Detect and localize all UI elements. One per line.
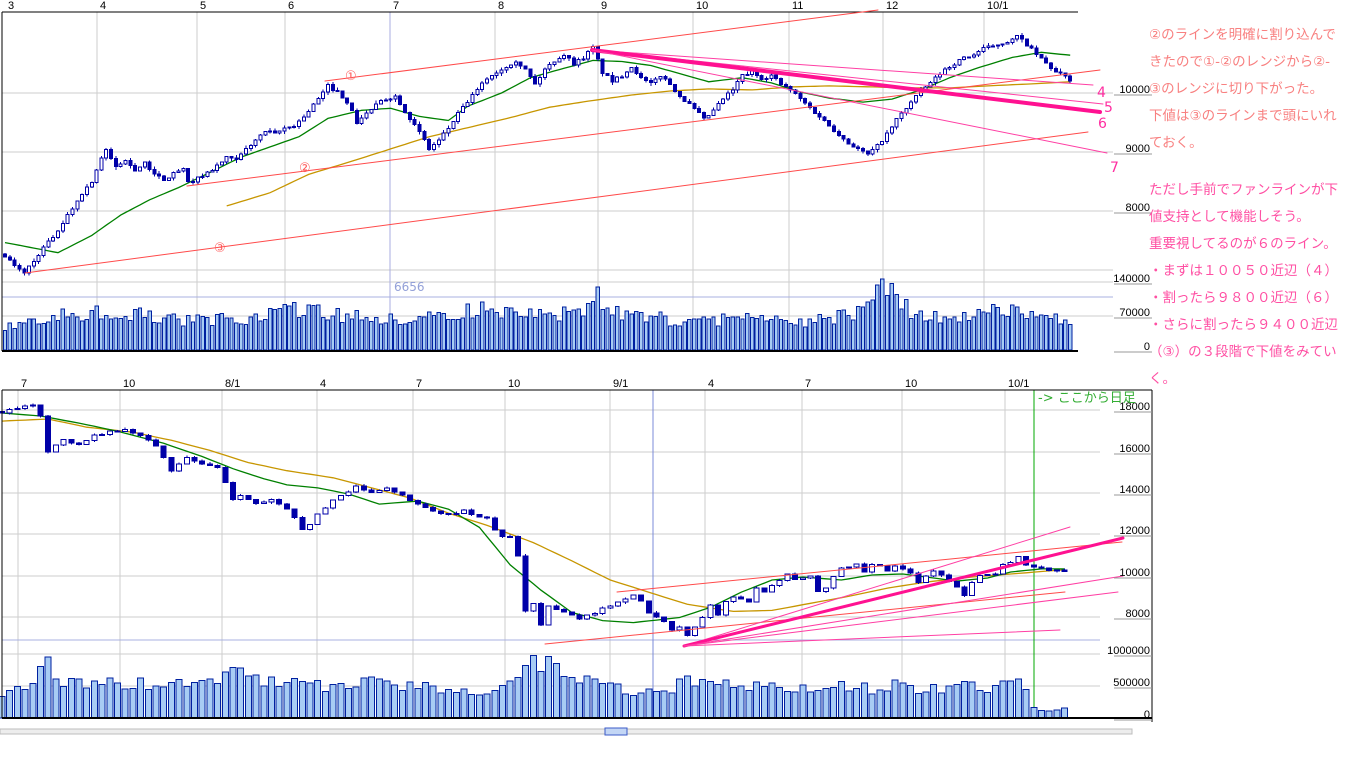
weekly-chart-candles xyxy=(0,403,1068,637)
weekly-chart-axis-label: 12000 xyxy=(1119,525,1150,537)
weekly-chart: 7 10 8/1 4 7 10 9/1 4 7 10 10/1 18000 16000 14000 1200… xyxy=(0,378,1153,722)
note-line: く。 xyxy=(1149,371,1176,387)
note-line: ておく。 xyxy=(1149,135,1203,151)
note-line: 重要視してるのが６のライン。 xyxy=(1149,236,1337,252)
weekly-chart-grid xyxy=(2,390,1100,718)
daily-chart-grid xyxy=(2,12,1113,350)
weekly-chart-axis-label: 14000 xyxy=(1119,484,1150,496)
daily-chart-trend-lines xyxy=(24,9,1108,274)
weekly-chart-month-label: 10 xyxy=(508,378,520,390)
daily-chart-month-label: 10/1 xyxy=(987,0,1008,12)
weekly-chart-axis-label: 16000 xyxy=(1119,443,1150,455)
analysis-notes: ②のラインを明確に割り込んで きたので①-②のレンジから②- ③のレンジに切り下… xyxy=(1149,22,1363,393)
daily-chart-label: ③ xyxy=(214,241,226,256)
daily-chart-axis-label: 0 xyxy=(1144,341,1150,353)
daily-chart-axis-label: 10000 xyxy=(1119,84,1150,96)
daily-chart-label: 7 xyxy=(1110,160,1119,176)
weekly-chart-volume-bars xyxy=(0,654,1069,719)
daily-chart-axis-label: 140000 xyxy=(1113,273,1150,285)
weekly-chart-axis-label: 18000 xyxy=(1119,401,1150,413)
daily-chart-label: ① xyxy=(345,69,357,84)
weekly-chart-label: -> ここから日足 xyxy=(1038,391,1136,406)
note-line: 値支持として機能しそう。 xyxy=(1149,209,1310,225)
weekly-chart-month-label: 10 xyxy=(123,378,135,390)
h-scrollbar-thumb[interactable] xyxy=(604,727,628,736)
daily-chart-month-label: 8 xyxy=(498,0,504,12)
daily-chart-label: ② xyxy=(299,161,311,176)
daily-chart: 3 4 5 6 7 8 9 10 11 12 10/110000900080001400007000… xyxy=(1,0,1152,353)
daily-chart-volume-bars xyxy=(2,278,1073,351)
h-scrollbar xyxy=(0,727,1133,736)
daily-chart-candles xyxy=(3,33,1073,276)
weekly-chart-month-label: 10/1 xyxy=(1008,378,1029,390)
note-line: ・さらに割ったら９４００近辺 xyxy=(1149,317,1338,333)
weekly-chart-axis-label: 500000 xyxy=(1113,677,1150,689)
weekly-chart-month-label: 4 xyxy=(320,378,326,390)
weekly-chart-axis-label: 8000 xyxy=(1126,608,1150,620)
daily-chart-month-label: 9 xyxy=(601,0,607,12)
note-line: ただし手前でファンラインが下 xyxy=(1149,182,1338,198)
daily-chart-label: 5 xyxy=(1104,100,1113,116)
daily-chart-month-label: 12 xyxy=(886,0,898,12)
daily-chart-month-label: 7 xyxy=(393,0,399,12)
weekly-chart-ma_short_anchors xyxy=(1,412,1065,624)
daily-chart-month-label: 4 xyxy=(100,0,106,12)
daily-chart-axis-label: 8000 xyxy=(1126,202,1150,214)
weekly-chart-month-label: 10 xyxy=(905,378,917,390)
weekly-chart-month-label: 8/1 xyxy=(225,378,240,390)
weekly-chart-axis-label: 0 xyxy=(1144,709,1150,721)
weekly-chart-trend-lines xyxy=(544,526,1125,648)
daily-chart-axis-label: 70000 xyxy=(1119,307,1150,319)
note-line: きたので①-②のレンジから②- xyxy=(1149,54,1331,70)
daily-chart-month-label: 5 xyxy=(200,0,206,12)
daily-chart-month-label: 10 xyxy=(696,0,708,12)
note-line: ②のラインを明確に割り込んで xyxy=(1149,27,1336,43)
weekly-chart-axis-label: 10000 xyxy=(1119,567,1150,579)
note-line: ・割ったら９８００近辺（６） xyxy=(1149,290,1338,306)
daily-chart-month-label: 6 xyxy=(288,0,294,12)
daily-chart-label: 6 xyxy=(1098,116,1107,132)
weekly-chart-month-label: 4 xyxy=(708,378,714,390)
weekly-chart-axis-label: 1000000 xyxy=(1107,645,1150,657)
note-line: （③）の３段階で下値をみてい xyxy=(1149,344,1337,360)
daily-chart-label: 4 xyxy=(1097,85,1106,101)
daily-chart-axis-label: 9000 xyxy=(1126,143,1150,155)
h-scrollbar-track[interactable] xyxy=(0,728,1133,735)
daily-chart-month-label: 3 xyxy=(8,0,14,12)
weekly-chart-month-label: 7 xyxy=(416,378,422,390)
weekly-chart-month-label: 7 xyxy=(21,378,27,390)
weekly-chart-month-label: 9/1 xyxy=(613,378,628,390)
daily-chart-month-label: 11 xyxy=(792,0,803,12)
weekly-chart-month-label: 7 xyxy=(805,378,811,390)
daily-chart-ma_short_anchors xyxy=(4,51,1071,254)
daily-chart-label: 6656 xyxy=(394,280,425,294)
note-line: 下値は③のラインまで頭にいれ xyxy=(1149,108,1337,124)
daily-chart-ma_long_anchors xyxy=(226,81,1071,207)
weekly-chart-ma_long_anchors xyxy=(1,418,1065,613)
note-line: ③のレンジに切り下がった。 xyxy=(1149,81,1324,97)
note-line: ・まずは１００５０近辺（４） xyxy=(1149,263,1338,279)
